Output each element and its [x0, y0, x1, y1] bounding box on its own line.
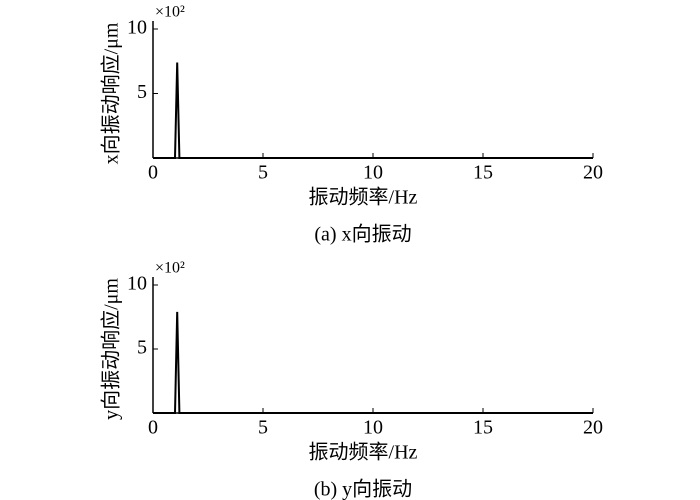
x-tick-label: 0 — [148, 162, 158, 184]
x-tick-label: 5 — [258, 417, 268, 439]
y-axis-label: y向振动响应/μm — [100, 278, 123, 420]
x-tick-label: 10 — [363, 162, 383, 184]
x-axis-label: 振动频率/Hz — [309, 441, 418, 464]
y-tick-label: 10 — [127, 17, 147, 39]
y-axis-label: x向振动响应/μm — [100, 22, 123, 164]
x-tick-label: 0 — [148, 417, 158, 439]
spectrum-line — [153, 311, 593, 414]
x-tick-label: 20 — [583, 162, 603, 184]
x-tick-label: 5 — [258, 162, 268, 184]
x-tick-label: 20 — [583, 417, 603, 439]
x-tick-label: 15 — [473, 417, 493, 439]
multiplier: ×10² — [155, 4, 185, 21]
y-tick-label: 5 — [137, 337, 147, 359]
caption: (b) y向振动 — [314, 478, 412, 500]
x-axis-label: 振动频率/Hz — [309, 186, 418, 209]
x-tick-label: 15 — [473, 162, 493, 184]
caption: (a) x向振动 — [314, 223, 411, 246]
y-tick-label: 5 — [137, 81, 147, 103]
y-tick-label: 10 — [127, 273, 147, 295]
multiplier: ×10² — [155, 260, 185, 277]
x-tick-label: 10 — [363, 417, 383, 439]
spectrum-line — [153, 62, 593, 159]
